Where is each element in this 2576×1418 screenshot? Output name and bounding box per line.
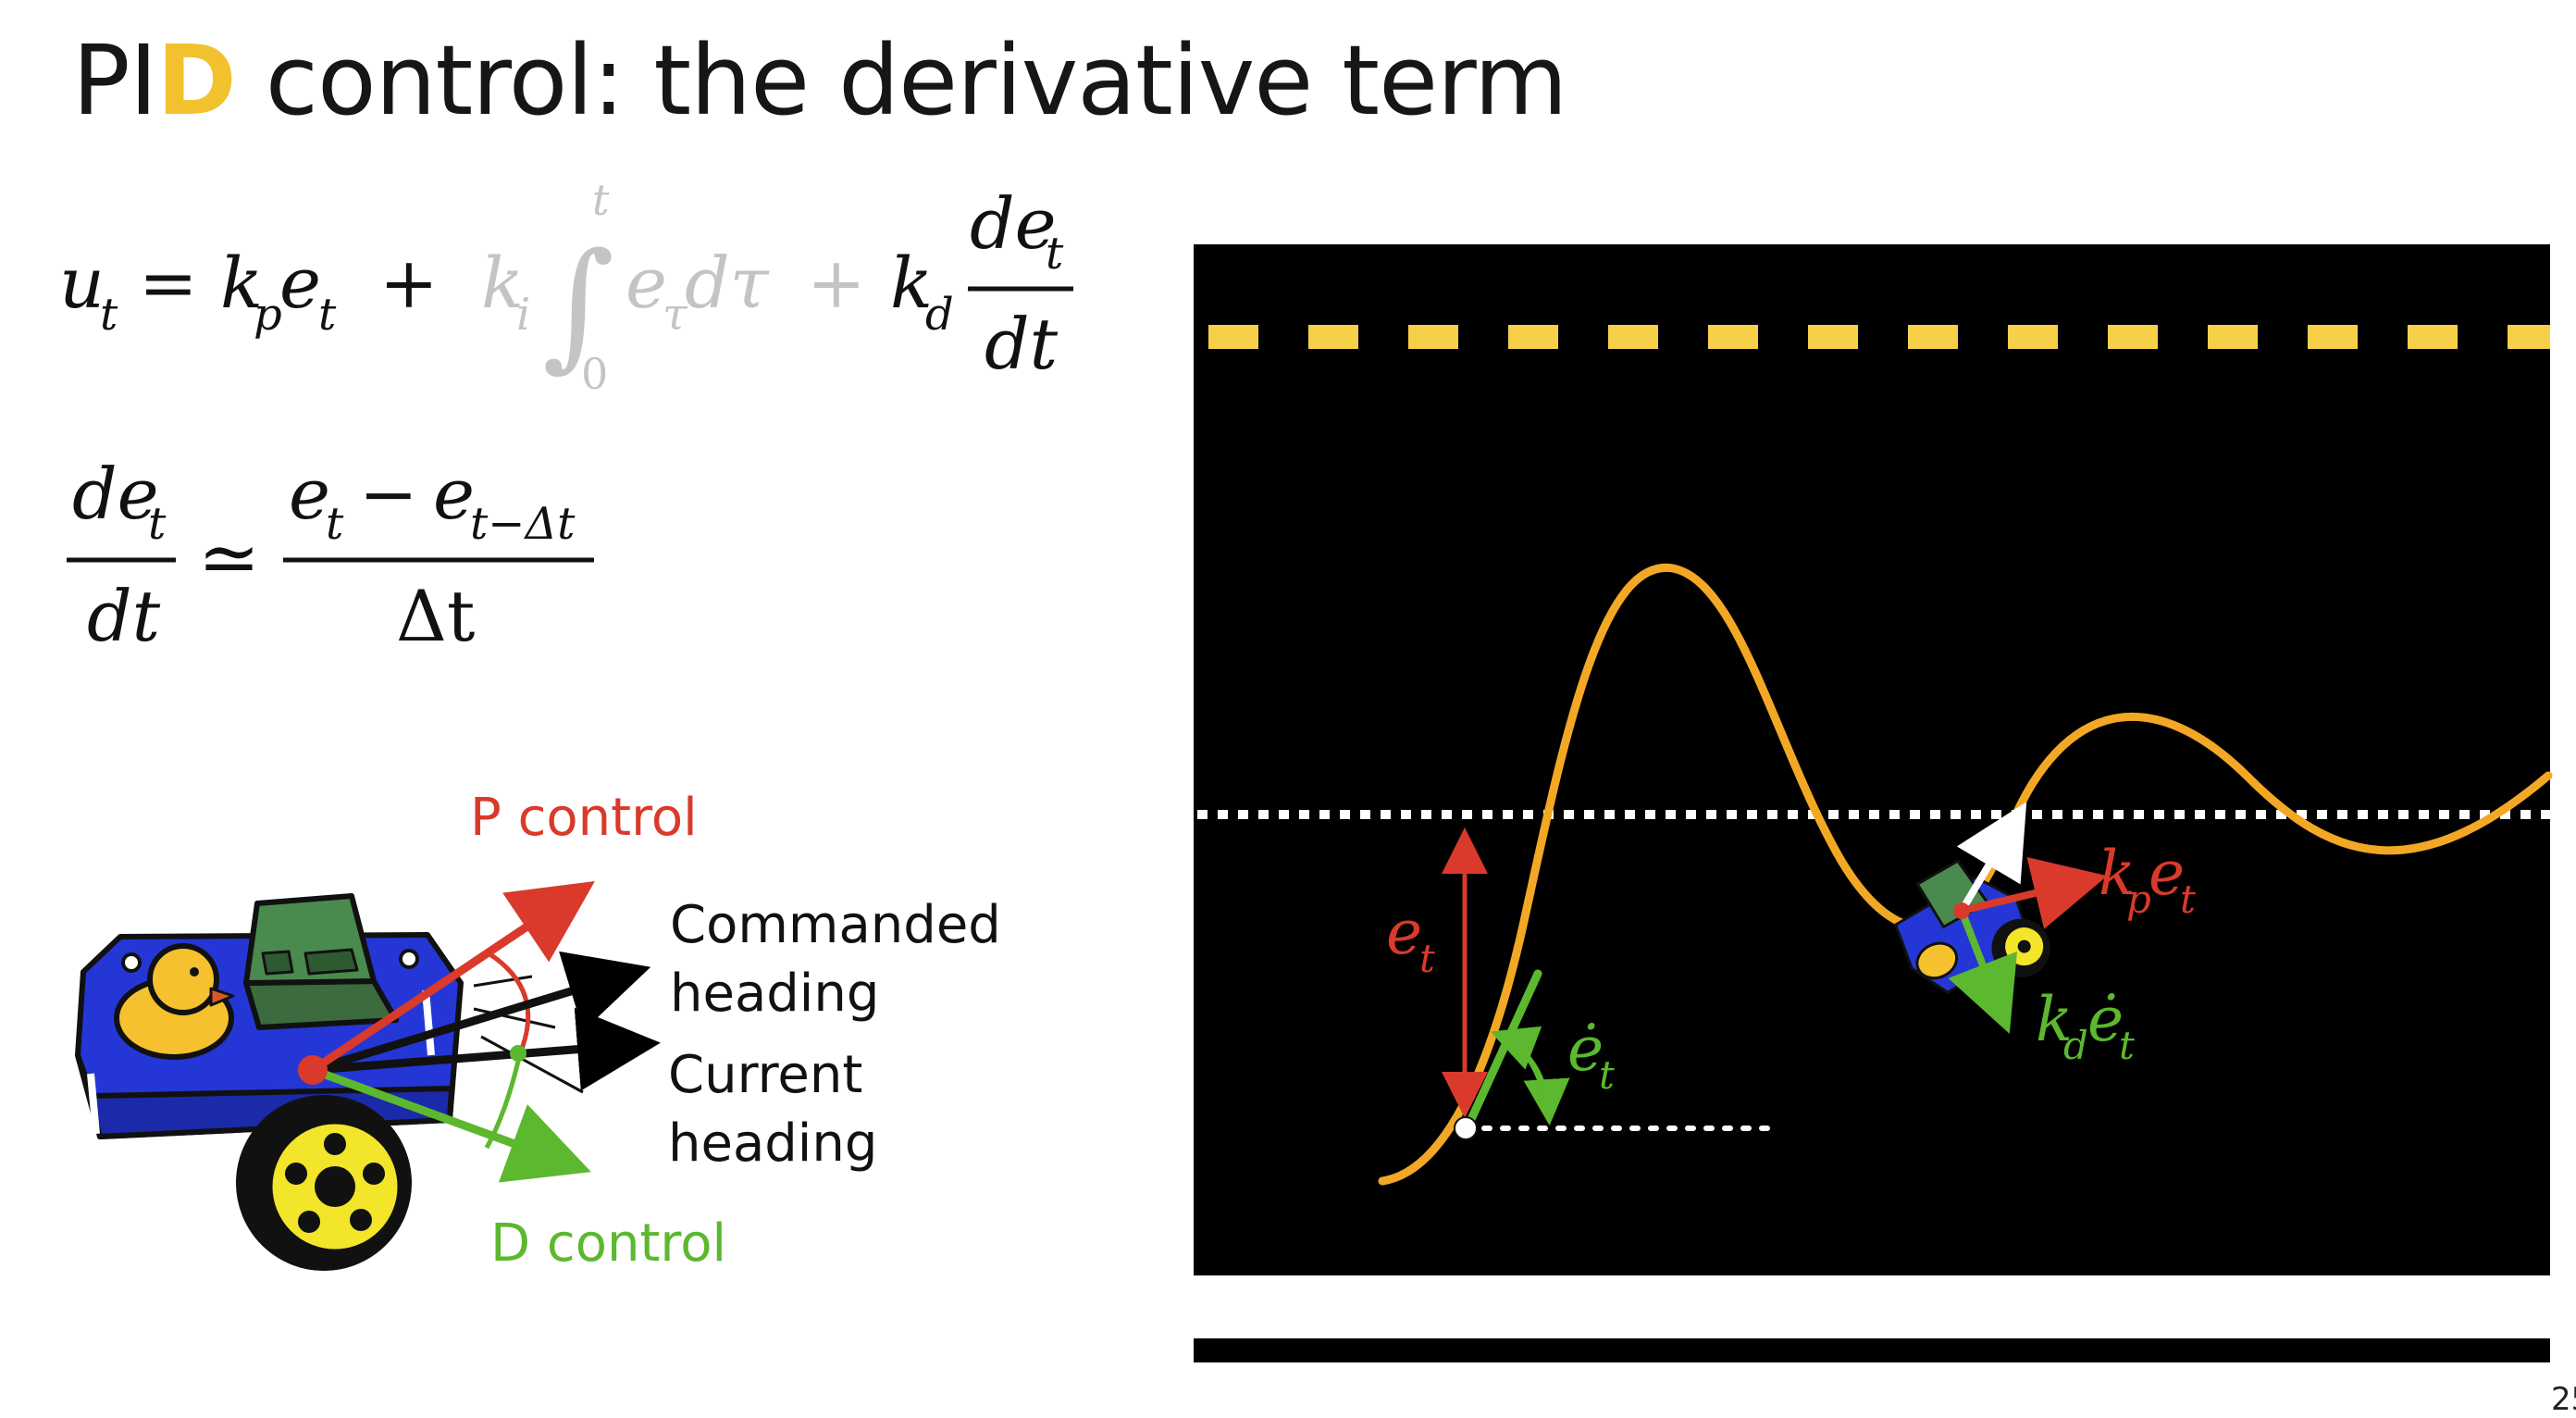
error-label: e: [1386, 897, 1422, 968]
kd-label-sub: d: [2063, 1023, 2088, 1068]
duckiebot-illustration: [75, 893, 464, 1271]
error-rate-label-sub: t: [1599, 1052, 1615, 1098]
screw-hole: [399, 949, 419, 969]
eq-de: de: [970, 182, 1057, 265]
approx-et: e: [289, 453, 330, 535]
eq-kd: k: [890, 242, 933, 324]
motion-line: [473, 975, 533, 988]
road-surface: [1194, 244, 2550, 1275]
approx-et-sub: t: [326, 498, 344, 550]
approx-de: de: [72, 453, 159, 535]
kp-label: k: [2099, 838, 2136, 909]
screw-hole: [121, 952, 142, 973]
approx-etdt-sub: t−Δt: [470, 498, 576, 550]
eq-kp: k: [220, 242, 263, 324]
heading-lines: [298, 880, 661, 1183]
eq-kd-sub: d: [925, 289, 954, 341]
road-diagram-labels: e t ė t k p e t k d ė t: [1386, 838, 2196, 1098]
robot-standoffs: [87, 989, 435, 1135]
robot-heading-arrow: [1956, 802, 2027, 914]
duckiebot-heading-diagram: P control Commanded heading Current head…: [75, 788, 1001, 1274]
eq-u: u: [59, 242, 105, 324]
kp-error: e: [2149, 838, 2185, 909]
eq-de-sub: t: [1046, 228, 1064, 280]
eq-etau: e: [625, 242, 667, 324]
eq-u-sub: t: [100, 289, 118, 341]
commanded-heading-label-2: heading: [670, 964, 879, 1024]
page-number: 25: [2551, 1381, 2576, 1418]
robot-board-lower: [243, 978, 399, 1030]
kd-control-arrow: [1948, 909, 2018, 1034]
heading-labels: P control Commanded heading Current head…: [470, 788, 1001, 1274]
approx-dt: dt: [87, 575, 161, 657]
kp-control-arrow: [1961, 857, 2108, 929]
title-rest: control: the derivative term: [235, 24, 1568, 137]
integral-term-greyed: k i ∫ t 0 e τ dτ +: [481, 175, 866, 399]
kp-error-sub: t: [2180, 877, 2196, 922]
road-trajectory-diagram: e t ė t k p e t k d ė t: [1194, 244, 2553, 1362]
eq-dtau: dτ: [685, 242, 771, 324]
robot-wheel: [236, 1095, 412, 1271]
eq-ki: k: [481, 242, 524, 324]
approx-sign: ≃: [198, 515, 260, 601]
error-label-sub: t: [1419, 936, 1435, 981]
commanded-heading-arrow: [311, 951, 651, 1075]
robot-trajectory: [1378, 563, 2553, 1186]
rubber-duck: [114, 943, 235, 1060]
p-control-arrow: [310, 880, 595, 1074]
road-bottom-edge: [1194, 1338, 2550, 1362]
control-law-equation: u t = k p e t + k i ∫ t 0 e τ dτ + k d d…: [59, 175, 1073, 399]
heading-junction-dot: [510, 1045, 526, 1062]
slide-title: PID control: the derivative term: [72, 20, 1567, 141]
eq-integral-sign: ∫: [542, 224, 614, 385]
robot-pivot-dot: [298, 1055, 328, 1085]
current-point-dot: [1454, 1116, 1478, 1140]
p-angle-arc: [487, 951, 531, 1054]
d-control-label: D control: [490, 1213, 726, 1274]
kp-label-sub: p: [2126, 877, 2151, 922]
road-white-gap: [1194, 1275, 2550, 1338]
p-control-label: P control: [470, 788, 698, 848]
eq-kp-sub: p: [254, 289, 282, 341]
robot-center-dot: [1953, 902, 1970, 919]
derivative-angle-arc-back: [1490, 1026, 1552, 1117]
commanded-heading-label-1: Commanded: [670, 895, 1001, 955]
kd-label: k: [2036, 984, 2073, 1055]
eq-plus-1: +: [379, 242, 439, 324]
d-control-arrow: [311, 1065, 591, 1183]
derivative-approximation: de t dt ≃ e t − e t−Δt Δt: [67, 453, 594, 657]
eq-equals: =: [139, 242, 198, 324]
eq-plus-2: +: [807, 242, 866, 324]
kd-error-rate: ė: [2087, 984, 2124, 1055]
eq-et-sub: t: [318, 289, 337, 341]
approx-delta-t: Δt: [396, 575, 475, 657]
kd-error-rate-sub: t: [2119, 1023, 2135, 1068]
eq-ki-sub: i: [516, 289, 530, 341]
eq-et: e: [279, 242, 321, 324]
motion-line: [480, 1035, 584, 1094]
title-prefix: PI: [72, 24, 157, 137]
current-heading-arrow: [312, 1007, 661, 1091]
eq-dt: dt: [985, 303, 1059, 385]
motion-line: [473, 1007, 556, 1029]
approx-de-sub: t: [148, 498, 167, 550]
eq-int-upper: t: [592, 175, 610, 225]
eq-etau-sub: τ: [663, 289, 688, 341]
current-heading-label-1: Current: [668, 1045, 862, 1105]
approx-minus: −: [359, 453, 418, 535]
title-highlight-d: D: [156, 24, 236, 137]
current-heading-label-2: heading: [668, 1113, 877, 1174]
error-rate-label: ė: [1567, 1014, 1604, 1085]
approx-etdt: e: [433, 453, 475, 535]
eq-int-lower: 0: [581, 349, 608, 399]
